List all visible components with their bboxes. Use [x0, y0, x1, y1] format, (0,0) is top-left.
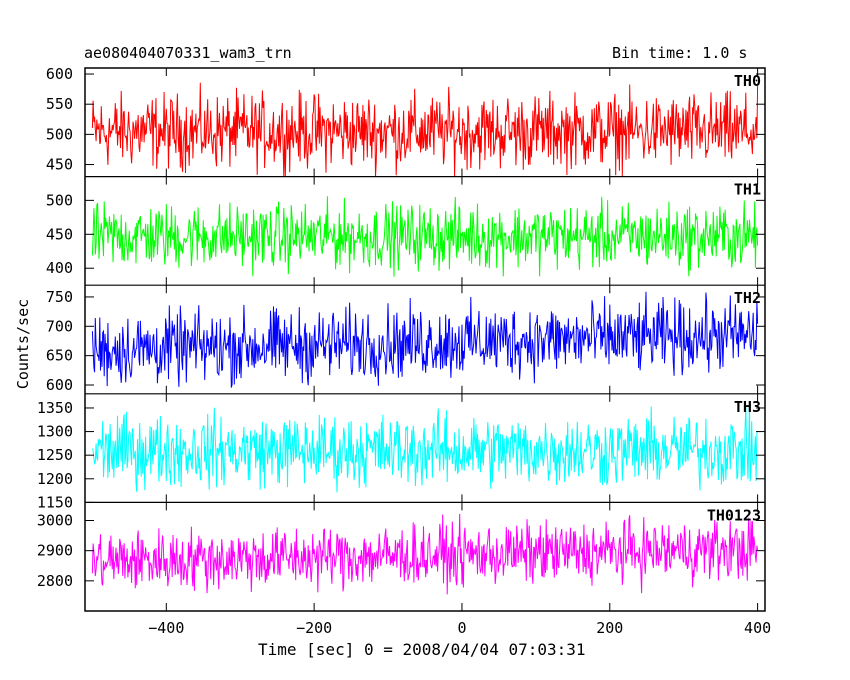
plot-frame — [84, 67, 766, 612]
y-tick-label: 1350 — [37, 399, 73, 417]
y-tick-label: 2800 — [37, 572, 73, 590]
y-tick-label: 550 — [46, 95, 73, 113]
panel-label: TH2 — [734, 289, 761, 307]
series-line-th0123 — [91, 513, 759, 595]
y-tick-label: 450 — [46, 225, 73, 243]
x-tick-label: −400 — [148, 619, 184, 637]
y-tick-label: 1150 — [37, 493, 73, 511]
series-line-th0 — [91, 82, 759, 177]
y-tick-label: 3000 — [37, 512, 73, 530]
panel-th2 — [91, 291, 759, 388]
y-tick-label: 1300 — [37, 423, 73, 441]
x-tick-label: 400 — [744, 619, 771, 637]
y-tick-label: 700 — [46, 317, 73, 335]
panel-label: TH1 — [734, 181, 761, 199]
panel-th3 — [91, 404, 758, 493]
y-tick-label: 750 — [46, 288, 73, 306]
y-tick-label: 500 — [46, 191, 73, 209]
panel-th0123 — [91, 513, 759, 595]
y-tick-label: 1200 — [37, 470, 73, 488]
y-axis-label: Counts/sec — [14, 298, 32, 390]
y-tick-label: 600 — [46, 65, 73, 83]
panel-label: TH3 — [734, 398, 761, 416]
y-tick-label: 2900 — [37, 542, 73, 560]
panel-label: TH0123 — [707, 506, 761, 524]
panel-th0 — [91, 82, 759, 177]
y-tick-label: 1250 — [37, 446, 73, 464]
series-line-th1 — [91, 196, 759, 277]
y-tick-label: 500 — [46, 125, 73, 143]
x-tick-label: −200 — [296, 619, 332, 637]
x-tick-label: 0 — [457, 619, 466, 637]
panel-th1 — [91, 196, 759, 277]
x-tick-label: 200 — [596, 619, 623, 637]
y-tick-label: 450 — [46, 156, 73, 174]
y-tick-label: 600 — [46, 376, 73, 394]
series-line-th3 — [91, 404, 758, 493]
y-tick-label: 400 — [46, 259, 73, 277]
y-tick-label: 650 — [46, 347, 73, 365]
series-line-th2 — [91, 291, 759, 388]
panel-label: TH0 — [734, 72, 761, 90]
x-axis-label: Time [sec] 0 = 2008/04/04 07:03:31 — [258, 640, 586, 659]
bin-time-label: Bin time: 1.0 s — [612, 44, 748, 62]
chart-title: ae080404070331_wam3_trn — [84, 44, 292, 62]
